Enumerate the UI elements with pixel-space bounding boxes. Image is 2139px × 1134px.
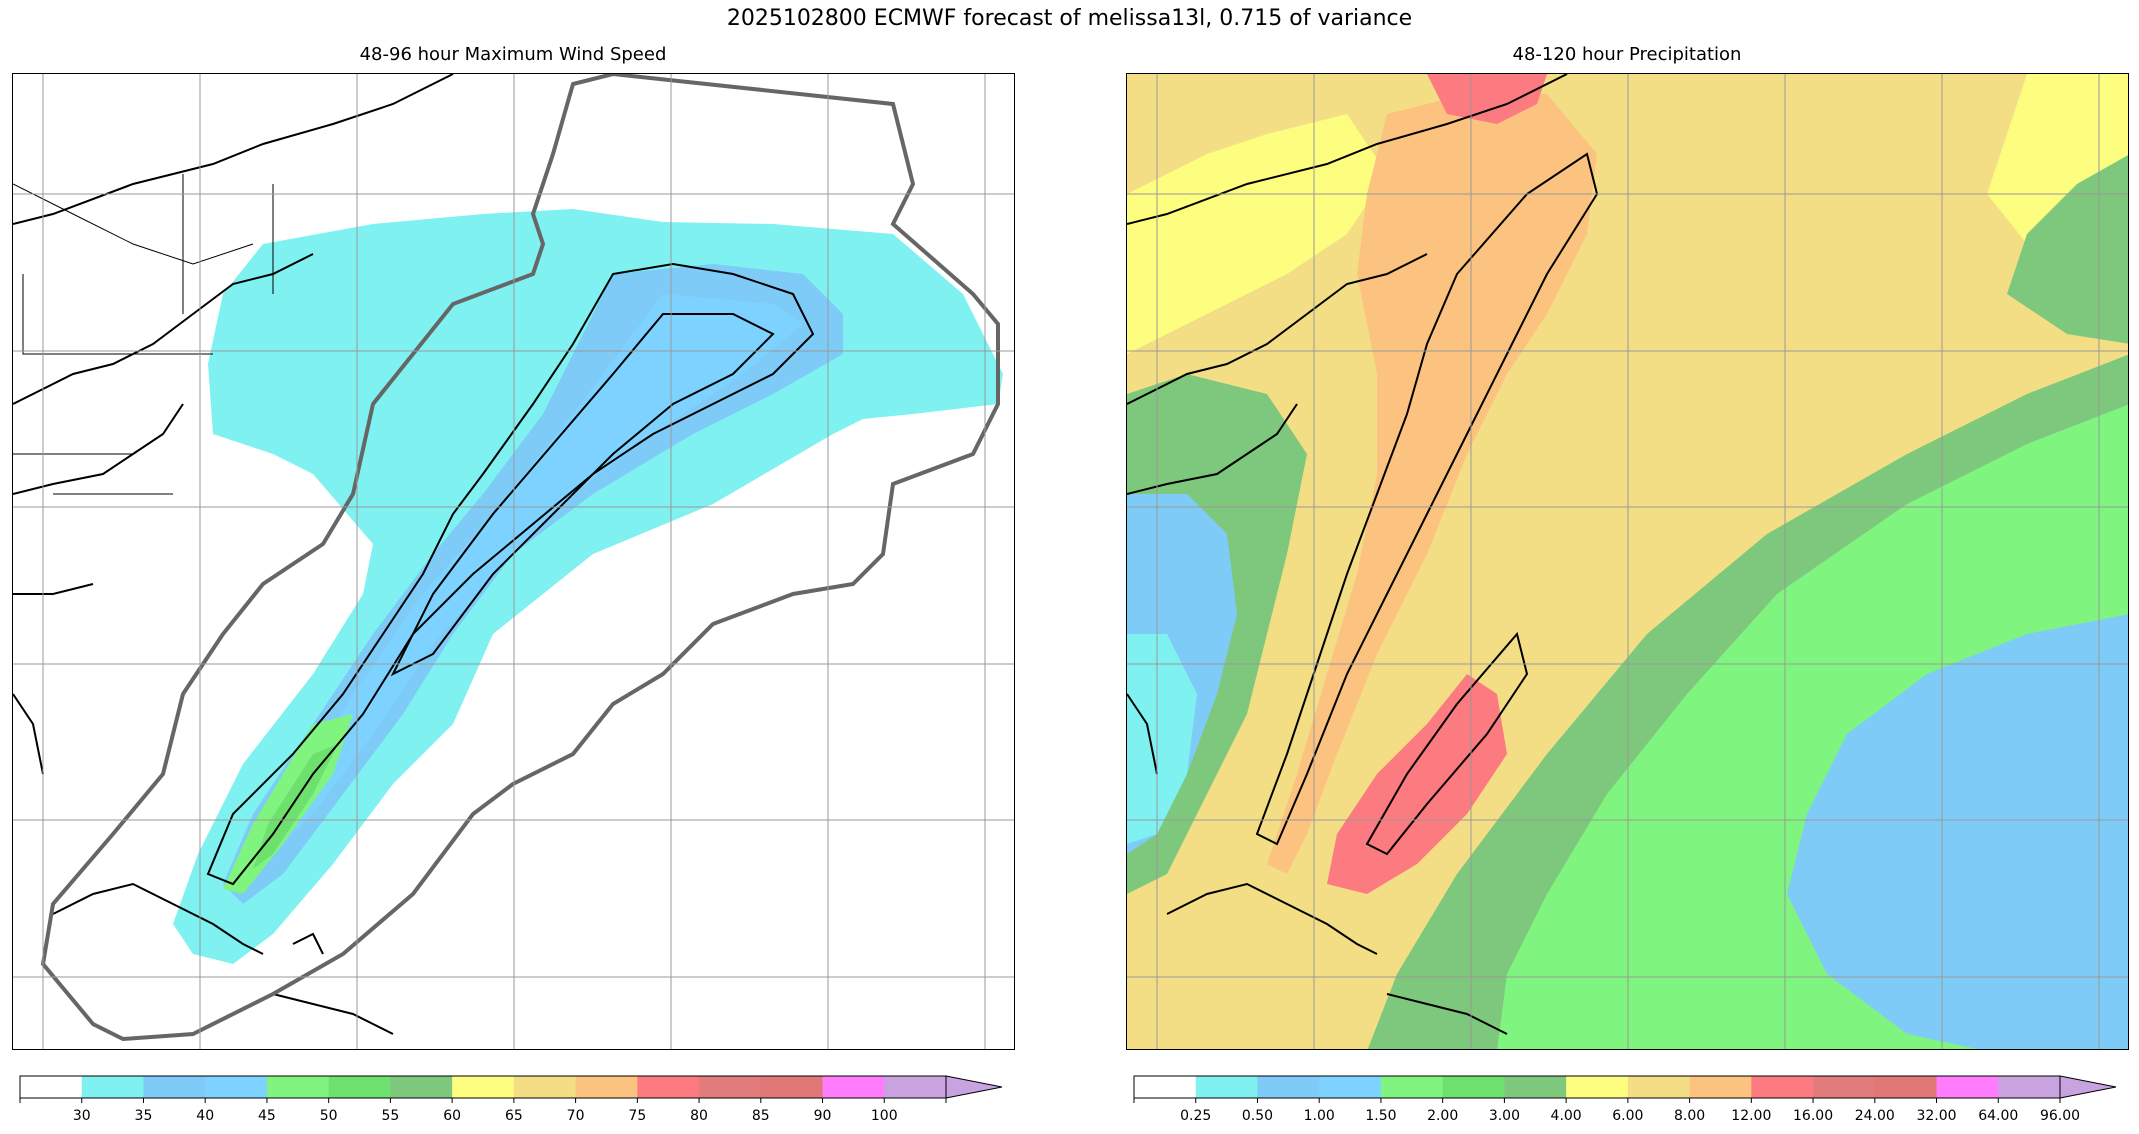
wind-colorbar-tick-label: 80 <box>690 1108 708 1124</box>
precip-colorbar: 0.25 0.50 1.00 1.50 2.00 3.00 4.00 6.00 8.00 12.0… <box>1133 1075 2117 1124</box>
wind-panel-title: 48-96 hour Maximum Wind Speed <box>359 44 667 65</box>
precip-colorbar-tick-label: 16.00 <box>1793 1108 1833 1124</box>
precip-colorbar-tick-label: 0.50 <box>1242 1108 1273 1124</box>
wind-colorbar-tick-label: 90 <box>814 1108 832 1124</box>
wind-colorbar-segment <box>328 1076 391 1098</box>
precip-colorbar-segment <box>1195 1076 1258 1098</box>
precip-colorbar-tick-label: 96.00 <box>2040 1108 2080 1124</box>
wind-colorbar-outline <box>19 1075 947 1099</box>
precip-colorbar-segment <box>1504 1076 1567 1098</box>
wind-colorbar-tick-label: 60 <box>443 1108 461 1124</box>
wind-colorbar-tick-label: 30 <box>73 1108 91 1124</box>
precip-colorbar-segment <box>1874 1076 1938 1098</box>
precip-colorbar-segment <box>1319 1076 1382 1098</box>
wind-colorbar-tick-label: 40 <box>196 1108 214 1124</box>
wind-colorbar-tick-label: 35 <box>135 1108 153 1124</box>
precip-graticule <box>1127 74 2128 1049</box>
precip-field-west-yellow <box>1127 114 1387 354</box>
precip-coastlines <box>1127 74 1568 1035</box>
wind-colorbar-segment <box>143 1076 206 1098</box>
wind-swath-35 <box>223 264 843 904</box>
wind-colorbar-tick-label: 85 <box>752 1108 770 1124</box>
wind-colorbar-segment <box>390 1076 453 1098</box>
precip-colorbar-tick-label: 0.25 <box>1180 1108 1211 1124</box>
precip-colorbar-tick-label: 32.00 <box>1916 1108 1956 1124</box>
precip-colorbar-tick-label: 1.50 <box>1365 1108 1396 1124</box>
wind-colorbar-tick-label: 55 <box>381 1108 399 1124</box>
precip-colorbar-segment <box>1134 1076 1197 1098</box>
wind-colorbar: 30 35 40 45 50 55 60 65 70 75 80 85 90 100 <box>19 1075 1003 1124</box>
precip-map-svg <box>1127 74 2128 1049</box>
precip-colorbar-outline <box>1133 1075 2061 1099</box>
wind-map <box>12 73 1015 1050</box>
wind-colorbar-segment <box>760 1076 824 1098</box>
wind-colorbar-segment <box>513 1076 577 1098</box>
precip-colorbar-tick-label: 8.00 <box>1674 1108 1705 1124</box>
wind-colorbar-segment <box>637 1076 700 1098</box>
wind-cone-outline <box>40 74 1000 1042</box>
precip-colorbar-tick-label: 64.00 <box>1978 1108 2018 1124</box>
wind-colorbar-segment <box>205 1076 268 1098</box>
wind-graticule <box>13 74 1014 1049</box>
wind-colorbar-tick-label: 100 <box>871 1108 898 1124</box>
precip-colorbar-tick-label: 12.00 <box>1731 1108 1771 1124</box>
wind-colorbar-segment <box>81 1076 144 1098</box>
wind-borders <box>13 174 274 495</box>
wind-colorbar-segment <box>452 1076 515 1098</box>
precip-colorbar-segment <box>1751 1076 1814 1098</box>
wind-coastlines <box>13 74 454 1035</box>
precip-panel-title: 48-120 hour Precipitation <box>1512 44 1742 65</box>
wind-swath-40 <box>283 294 803 844</box>
wind-colorbar-tick-label: 75 <box>628 1108 646 1124</box>
precip-colorbar-tick-label: 1.00 <box>1304 1108 1335 1124</box>
wind-colorbar-tick-label: 45 <box>258 1108 276 1124</box>
wind-colorbar-tick-label: 65 <box>505 1108 523 1124</box>
wind-colorbar-tick-label: 50 <box>320 1108 338 1124</box>
precip-colorbar-segment <box>1380 1076 1444 1098</box>
wind-colorbar-segment <box>699 1076 762 1098</box>
precip-colorbar-extend-arrow <box>2059 1075 2117 1099</box>
wind-colorbar-tick-label: 70 <box>567 1108 585 1124</box>
wind-colorbar-segment <box>884 1076 947 1098</box>
precip-field-band-orange <box>1267 94 1597 874</box>
wind-colorbar-segment <box>575 1076 638 1098</box>
precip-colorbar-segment <box>1813 1076 1876 1098</box>
wind-map-svg <box>13 74 1014 1049</box>
wind-ensemble-contours <box>206 262 815 886</box>
wind-colorbar-segment <box>20 1076 83 1098</box>
precip-field-core-red <box>1327 674 1507 894</box>
wind-colorbar-extend-arrow <box>945 1075 1003 1099</box>
precip-field-green-ne <box>2007 155 2128 344</box>
precip-field-sw-cyan <box>1127 634 1197 844</box>
precip-colorbar-tick-label: 6.00 <box>1612 1108 1643 1124</box>
wind-colorbar-segment <box>266 1076 330 1098</box>
precip-colorbar-segment <box>1998 1076 2061 1098</box>
precip-field-blue <box>1787 614 2128 1049</box>
precip-colorbar-segment <box>1627 1076 1691 1098</box>
wind-swath-50 <box>253 744 338 869</box>
precip-colorbar-segment <box>1442 1076 1505 1098</box>
precip-colorbar-segment <box>1566 1076 1629 1098</box>
precip-field-north-red <box>1427 74 1547 124</box>
precip-colorbar-segment <box>1936 1076 1999 1098</box>
wind-colorbar-segment <box>822 1076 885 1098</box>
precip-colorbar-tick-label: 4.00 <box>1551 1108 1582 1124</box>
precip-map <box>1126 73 2129 1050</box>
figure-title: 2025102800 ECMWF forecast of melissa13l,… <box>726 6 1413 31</box>
precip-colorbar-segment <box>1257 1076 1320 1098</box>
precip-colorbar-tick-label: 3.00 <box>1489 1108 1520 1124</box>
precip-colorbar-tick-label: 2.00 <box>1427 1108 1458 1124</box>
precip-colorbar-tick-label: 24.00 <box>1855 1108 1895 1124</box>
precip-colorbar-segment <box>1689 1076 1752 1098</box>
